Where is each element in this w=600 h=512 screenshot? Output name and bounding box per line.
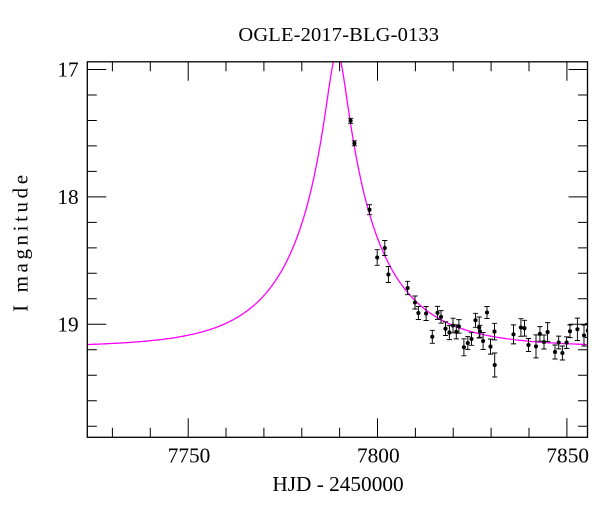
svg-text:OGLE-2017-BLG-0133: OGLE-2017-BLG-0133 (238, 24, 439, 46)
svg-text:17: 17 (57, 58, 79, 82)
svg-text:7750: 7750 (168, 443, 211, 467)
svg-text:HJD - 2450000: HJD - 2450000 (272, 472, 403, 496)
svg-text:7800: 7800 (357, 443, 400, 467)
svg-text:18: 18 (57, 185, 78, 209)
svg-text:19: 19 (57, 312, 78, 336)
svg-text:7850: 7850 (546, 443, 589, 467)
svg-text:I magnitude: I magnitude (9, 171, 33, 312)
